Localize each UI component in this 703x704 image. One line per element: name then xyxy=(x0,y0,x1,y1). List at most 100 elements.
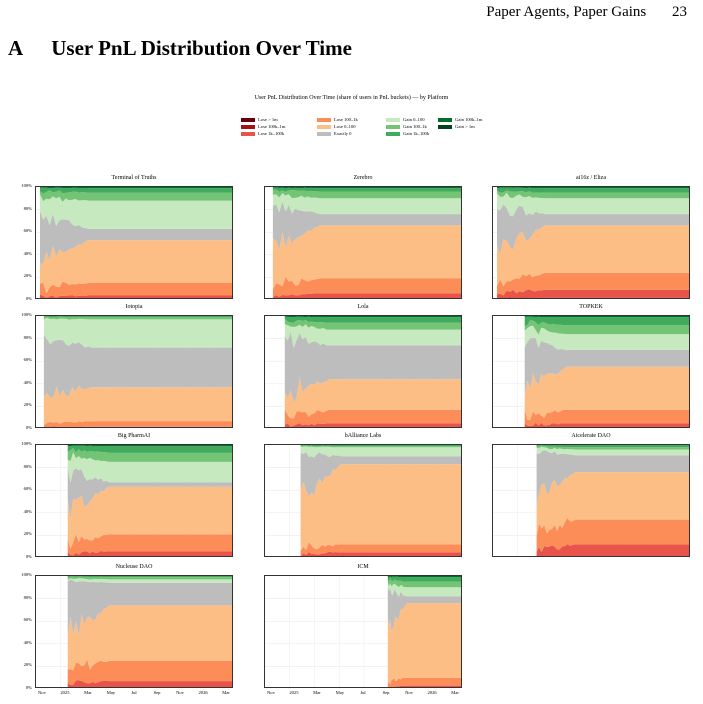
area-lose-100-1k xyxy=(524,409,689,426)
platform-panel: Big PharmAI 0% 20% 40% 60% 80% 100% xyxy=(21,433,233,559)
legend-swatch xyxy=(241,117,255,122)
legend-item: Gain 1k–100k xyxy=(386,131,429,136)
area-lose-100-1k xyxy=(40,281,232,298)
legend-label: Gain 100–1k xyxy=(403,124,427,129)
platform-panel: Lola xyxy=(264,304,462,428)
stacked-area-svg xyxy=(493,445,689,556)
stacked-area-plot xyxy=(264,186,462,299)
x-tick-label: Nov xyxy=(176,690,184,695)
area-lose-100-1k xyxy=(284,409,461,427)
x-tick-label: Nov xyxy=(266,690,275,695)
y-tick-label: 40% xyxy=(23,639,32,645)
legend-swatch xyxy=(241,131,255,136)
area-exactly-0 xyxy=(67,579,232,637)
stacked-area-plot xyxy=(35,315,233,428)
platform-panel: Zerebro xyxy=(264,175,462,299)
area-lose-1k-100k xyxy=(497,289,689,298)
legend-item: Lose 1k–100k xyxy=(241,131,284,136)
area-lose-0-100 xyxy=(497,225,689,287)
area-lose-0-100 xyxy=(272,225,461,290)
area-gain-100-1k xyxy=(67,576,232,580)
area-gain-0-100 xyxy=(300,446,461,458)
area-lose-1k-100k xyxy=(387,685,461,687)
stacked-area-plot xyxy=(35,186,233,299)
y-tick-label: 100% xyxy=(21,572,32,577)
platform-panel: bAlliance Labs xyxy=(264,433,462,557)
legend-label: Gain 1k–100k xyxy=(403,131,430,136)
area-lose-1k-100k xyxy=(45,426,232,427)
area-lose-100-1k xyxy=(43,421,232,427)
area-lose-100-1k xyxy=(536,518,689,552)
area-exactly-0 xyxy=(284,331,461,403)
panel-title: Aicelerate DAO xyxy=(571,433,611,439)
area-gain-0-100 xyxy=(524,325,689,350)
area-gain-100-1k xyxy=(284,318,461,330)
x-tick-label: Mar xyxy=(313,690,321,695)
area-lose-1k-100k xyxy=(524,422,689,427)
legend-label: Gain > 1m xyxy=(455,124,475,129)
stacked-area-svg xyxy=(265,445,461,556)
legend-label: Gain 0–100 xyxy=(403,117,425,122)
area-gain-1k-100k xyxy=(387,576,461,582)
legend-item: Lose 100–1k xyxy=(317,117,358,122)
platform-panel: Aicelerate DAO xyxy=(492,433,690,557)
y-tick-label: 40% xyxy=(23,508,32,514)
area-gain-1k-100k xyxy=(43,316,232,318)
area-gain-1k-100k xyxy=(284,316,461,323)
legend-item: Gain 100k–1m xyxy=(438,117,482,122)
area-gain-100-1k xyxy=(497,190,689,199)
area-lose-1k-100k xyxy=(536,544,689,556)
area-lose-0-100 xyxy=(536,472,689,536)
panel-title: TOPKEK xyxy=(579,304,603,310)
area-lose-1k-100k xyxy=(300,551,461,556)
stacked-area-svg xyxy=(265,316,461,427)
y-tick-label: 20% xyxy=(23,273,32,279)
area-exactly-0 xyxy=(272,201,461,250)
area-gain-1k-100k xyxy=(67,445,232,453)
stacked-area-plot xyxy=(264,575,462,688)
panel-title: Iotopia xyxy=(125,304,143,310)
stacked-area-svg xyxy=(36,187,232,298)
area-lose-0-100 xyxy=(40,240,232,294)
area-gain-100k-1m xyxy=(284,316,461,318)
area-exactly-0 xyxy=(524,337,689,395)
stacked-area-svg xyxy=(493,316,689,427)
area-lose-1k-100k xyxy=(272,293,461,298)
area-exactly-0 xyxy=(43,334,232,398)
y-tick-label: 100% xyxy=(21,183,32,188)
platform-panel: ICM Nov 2025 Mar May Jul Sep Nov 2026 Mar xyxy=(264,564,462,695)
area-gain-100k-1m xyxy=(497,187,689,189)
stacked-area-plot xyxy=(492,186,690,299)
stacked-area-plot xyxy=(35,575,233,688)
y-tick-label: 80% xyxy=(23,334,32,340)
x-tick-label: Nov xyxy=(405,690,413,695)
stacked-area-plot xyxy=(264,315,462,428)
legend-swatch xyxy=(438,124,452,129)
stacked-area-plot xyxy=(492,315,690,428)
area-gain-100-1k xyxy=(536,445,689,450)
chart-legend: Lose > 1m Lose 100k–1m Lose 1k–100k Lose 10… xyxy=(241,117,501,149)
y-tick-label: 60% xyxy=(23,357,32,363)
area-lose-0-100 xyxy=(67,605,232,671)
x-tick-label: 2025 xyxy=(60,690,70,695)
running-head: Paper Agents, Paper Gains 23 xyxy=(486,4,687,21)
y-tick-label: 40% xyxy=(23,250,32,256)
y-tick-label: 100% xyxy=(21,312,32,317)
x-tick-label: Sep xyxy=(153,690,161,695)
area-lose-100-1k xyxy=(67,659,232,685)
legend-item: Exactly 0 xyxy=(317,131,351,136)
area-gain-1k-100k xyxy=(67,576,232,578)
area-lose-100-1k xyxy=(497,272,689,296)
area-gain-100-1k xyxy=(272,189,461,199)
panel-title: ai16z / Eliza xyxy=(576,175,606,181)
area-exactly-0 xyxy=(387,587,461,633)
area-gain-1k-100k xyxy=(272,187,461,192)
area-exactly-0 xyxy=(536,450,689,506)
legend-label: Gain 100k–1m xyxy=(455,117,483,122)
area-lose-100-1k xyxy=(300,542,461,556)
stacked-area-svg xyxy=(36,445,232,556)
stacked-area-plot xyxy=(492,444,690,557)
y-tick-label: 0% xyxy=(25,425,32,430)
legend-label: Exactly 0 xyxy=(334,131,352,136)
x-tick-label: Jul xyxy=(360,690,366,695)
